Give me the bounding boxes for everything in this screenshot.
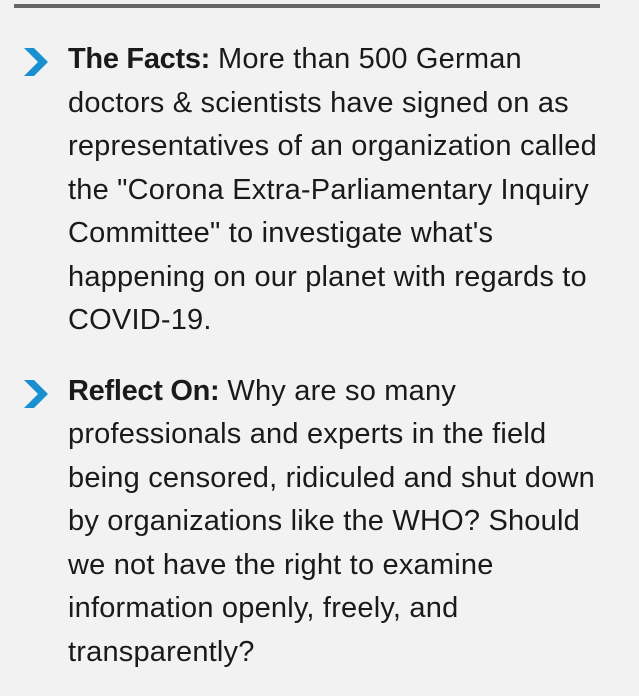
top-divider: [14, 4, 600, 8]
item-label: Reflect On:: [68, 374, 220, 407]
item-text: More than 500 German doctors & scientist…: [68, 43, 597, 336]
chevron-right-icon: [24, 48, 48, 76]
item-text: Why are so many professionals and expert…: [68, 374, 595, 668]
fact-list: The Facts: More than 500 German doctors &…: [0, 38, 639, 674]
list-item-reflect: Reflect On: Why are so many professionals…: [0, 370, 639, 675]
list-item-facts: The Facts: More than 500 German doctors &…: [0, 38, 639, 343]
chevron-right-icon: [24, 379, 48, 408]
item-label: The Facts:: [68, 43, 211, 75]
